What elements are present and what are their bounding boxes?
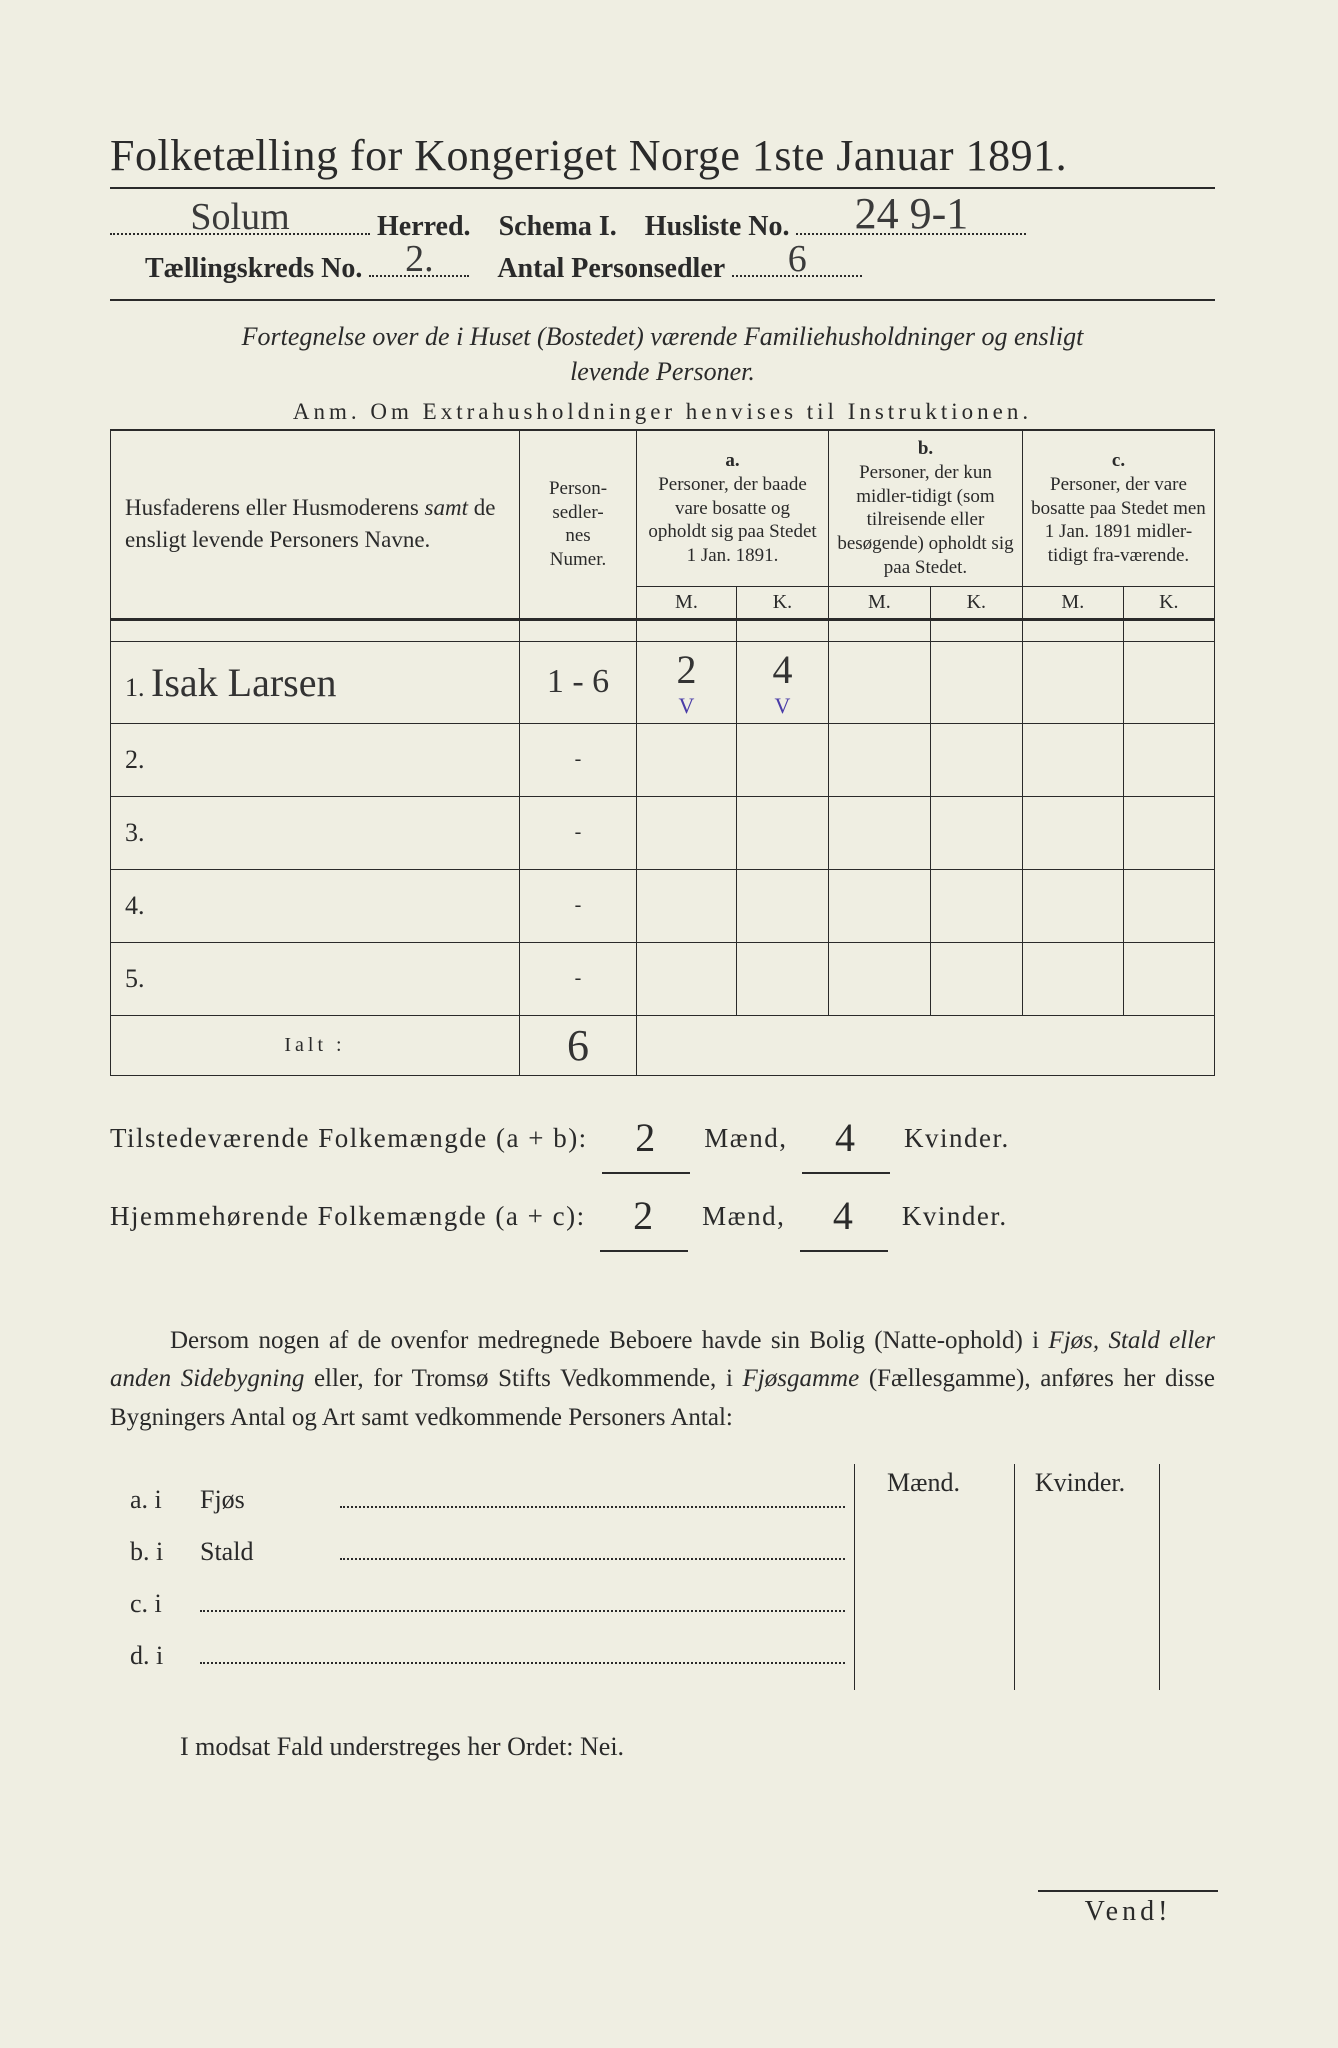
row4-num: - (520, 869, 637, 942)
totals-line-1: Tilstedeværende Folkemængde (a + b): 2 M… (110, 1096, 1215, 1174)
row1-ak-tick: V (743, 693, 822, 719)
col-c-text: Personer, der vare bosatte paa Stedet me… (1031, 474, 1206, 566)
row1-num: 1. (125, 673, 145, 702)
col-b-m: M. (828, 586, 930, 619)
totals-maend-2: Mænd, (702, 1201, 785, 1231)
lower-kvinder: Kvinder. (1005, 1468, 1155, 1498)
col-a-header: a. Personer, der baade vare bosatte og o… (637, 431, 829, 587)
row4-name: 4. (111, 869, 520, 942)
table-row: 5. - (111, 942, 1215, 1015)
main-table: Husfaderens eller Husmoderens samt de en… (110, 430, 1215, 1076)
totals-l2-k: 4 (833, 1193, 855, 1238)
totals-l2-m: 2 (633, 1193, 655, 1238)
ialt-label: Ialt : (284, 1034, 345, 1056)
row1-name-value: Isak Larsen (151, 660, 336, 705)
col-a-top: a. (725, 450, 739, 471)
totals-l1-k: 4 (835, 1115, 857, 1160)
subtitle-line1: Fortegnelse over de i Huset (Bostedet) v… (242, 322, 1084, 351)
title-rule (110, 187, 1215, 189)
lower-header: Mænd. Kvinder. (849, 1468, 1156, 1498)
content-area: Folketælling for Kongeriget Norge 1ste J… (110, 130, 1215, 1762)
antal-label: Antal Personsedler (497, 253, 725, 284)
col-b-top: b. (918, 438, 933, 459)
husliste-field: 24 9-1 (796, 233, 1026, 235)
spacer-row (111, 619, 1215, 641)
col-c-header: c. Personer, der vare bosatte paa Stedet… (1022, 431, 1214, 587)
row5-name: 5. (111, 942, 520, 1015)
totals-l2-label: Hjemmehørende Folkemængde (a + c): (110, 1201, 586, 1231)
totals-l1-m: 2 (635, 1115, 657, 1160)
col-a-text: Personer, der baade vare bosatte og opho… (648, 474, 816, 566)
lower-rule-v3 (1159, 1464, 1160, 1690)
totals-maend-1: Mænd, (704, 1123, 787, 1153)
table-row: 3. - (111, 796, 1215, 869)
lower-lines: a. i Fjøs b. i Stald c. i d (110, 1474, 1215, 1682)
kreds-value: 2. (369, 237, 469, 281)
header-line-3: Tællingskreds No. 2. Antal Personsedler … (110, 253, 1215, 285)
col-c-top: c. (1112, 450, 1125, 471)
col-b-header: b. Personer, der kun midler-tidigt (som … (828, 431, 1022, 587)
subtitle-line2: levende Personer. (570, 357, 755, 386)
header-line-2: Solum Herred. Schema I. Husliste No. 24 … (110, 211, 1215, 243)
row1-bk (930, 641, 1022, 723)
row2-name: 2. (111, 723, 520, 796)
ialt-value: 6 (567, 1021, 589, 1070)
row3-name: 3. (111, 796, 520, 869)
vend-label: Vend! (1038, 1890, 1218, 1928)
rule-1 (110, 299, 1215, 301)
row1-cm (1022, 641, 1123, 723)
col-c-k: K. (1123, 586, 1214, 619)
lower-row-d: d. i (110, 1630, 1215, 1682)
lower-row-c: c. i (110, 1578, 1215, 1630)
table-row: 1. Isak Larsen 1 - 6 2 V 4 V (111, 641, 1215, 723)
row5-num: - (520, 942, 637, 1015)
row1-am-val: 2 (643, 646, 730, 693)
table-row: 2. - (111, 723, 1215, 796)
antal-field: 6 (732, 275, 862, 277)
herred-field: Solum (110, 233, 370, 235)
totals-line-2: Hjemmehørende Folkemængde (a + c): 2 Mæn… (110, 1174, 1215, 1252)
col-num-header: Person-sedler-nesNumer. (520, 431, 637, 620)
antal-value: 6 (732, 237, 862, 281)
husliste-value: 24 9-1 (796, 188, 1026, 239)
row1-personsedler: 1 - 6 (520, 641, 637, 723)
lower-maend: Mænd. (849, 1468, 999, 1498)
kreds-label: Tællingskreds No. (145, 253, 362, 284)
row3-num: - (520, 796, 637, 869)
col-a-k: K. (736, 586, 828, 619)
totals-kvinder-1: Kvinder. (904, 1123, 1010, 1153)
row1-ak: 4 V (736, 641, 828, 723)
subtitle: Fortegnelse over de i Huset (Bostedet) v… (110, 319, 1215, 389)
row1-am: 2 V (637, 641, 737, 723)
page-title: Folketælling for Kongeriget Norge 1ste J… (110, 130, 1215, 181)
row1-ck (1123, 641, 1214, 723)
table-row: 4. - (111, 869, 1215, 942)
totals-block: Tilstedeværende Folkemængde (a + b): 2 M… (110, 1096, 1215, 1252)
anm-note: Anm. Om Extrahusholdninger henvises til … (110, 399, 1215, 425)
nei-line: I modsat Fald understreges her Ordet: Ne… (110, 1732, 1215, 1762)
row1-am-tick: V (643, 693, 730, 719)
lower-row-b: b. i Stald (110, 1526, 1215, 1578)
col-name-header: Husfaderens eller Husmoderens samt de en… (111, 431, 520, 620)
census-form-page: Folketælling for Kongeriget Norge 1ste J… (0, 0, 1338, 2048)
instruction-paragraph: Dersom nogen af de ovenfor medregnede Be… (110, 1322, 1215, 1438)
schema-label: Schema I. (499, 211, 617, 242)
row1-ak-val: 4 (743, 646, 822, 693)
anm-text: Anm. Om Extrahusholdninger henvises til … (293, 399, 1032, 424)
row2-num: - (520, 723, 637, 796)
herred-value: Solum (110, 195, 370, 239)
row1-bm (828, 641, 930, 723)
totals-kvinder-2: Kvinder. (902, 1201, 1008, 1231)
lower-block: Mænd. Kvinder. a. i Fjøs b. i Stald c (110, 1474, 1215, 1682)
totals-l1-label: Tilstedeværende Folkemængde (a + b): (110, 1123, 588, 1153)
col-b-k: K. (930, 586, 1022, 619)
kreds-field: 2. (369, 275, 469, 277)
col-a-m: M. (637, 586, 737, 619)
col-b-text: Personer, der kun midler-tidigt (som til… (837, 462, 1013, 578)
row1-name: 1. Isak Larsen (111, 641, 520, 723)
col-c-m: M. (1022, 586, 1123, 619)
ialt-row: Ialt : 6 (111, 1015, 1215, 1075)
